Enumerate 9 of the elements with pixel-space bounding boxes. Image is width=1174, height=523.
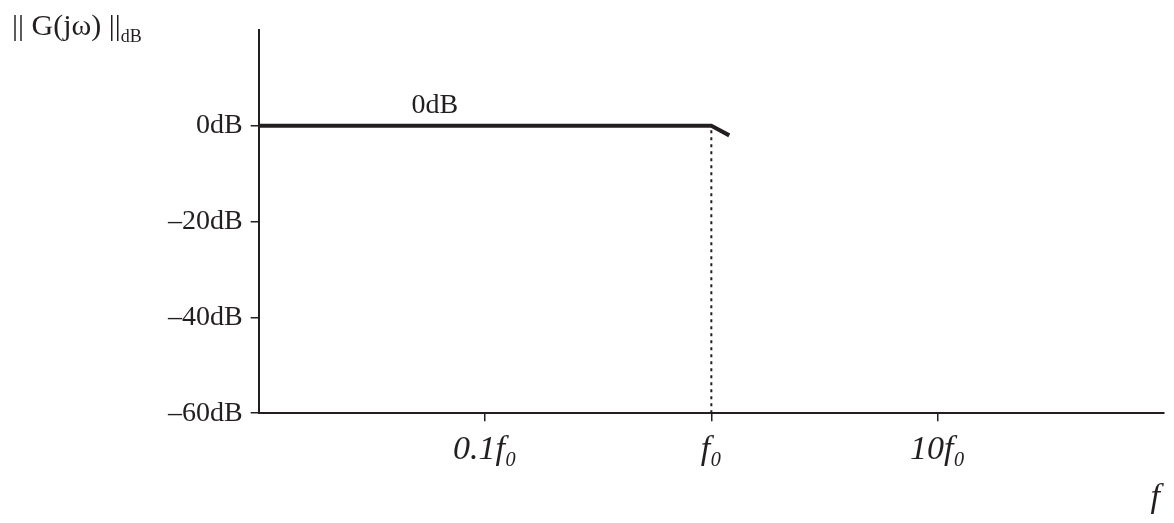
- x-tick-label: 10f₀: [910, 428, 966, 466]
- y-tick-label: –40dB: [166, 299, 243, 331]
- y-tick-label: 0dB: [195, 108, 243, 140]
- y-axis-title: || G(jω) ||$_{dB}$: [12, 8, 142, 47]
- y-tick-label: –20dB: [166, 203, 243, 235]
- y-tick-label: –60dB: [166, 395, 243, 427]
- x-tick-label: 0.1f₀: [453, 428, 517, 466]
- annotation: 0dB: [411, 88, 459, 120]
- x-tick-label: f₀: [700, 428, 722, 466]
